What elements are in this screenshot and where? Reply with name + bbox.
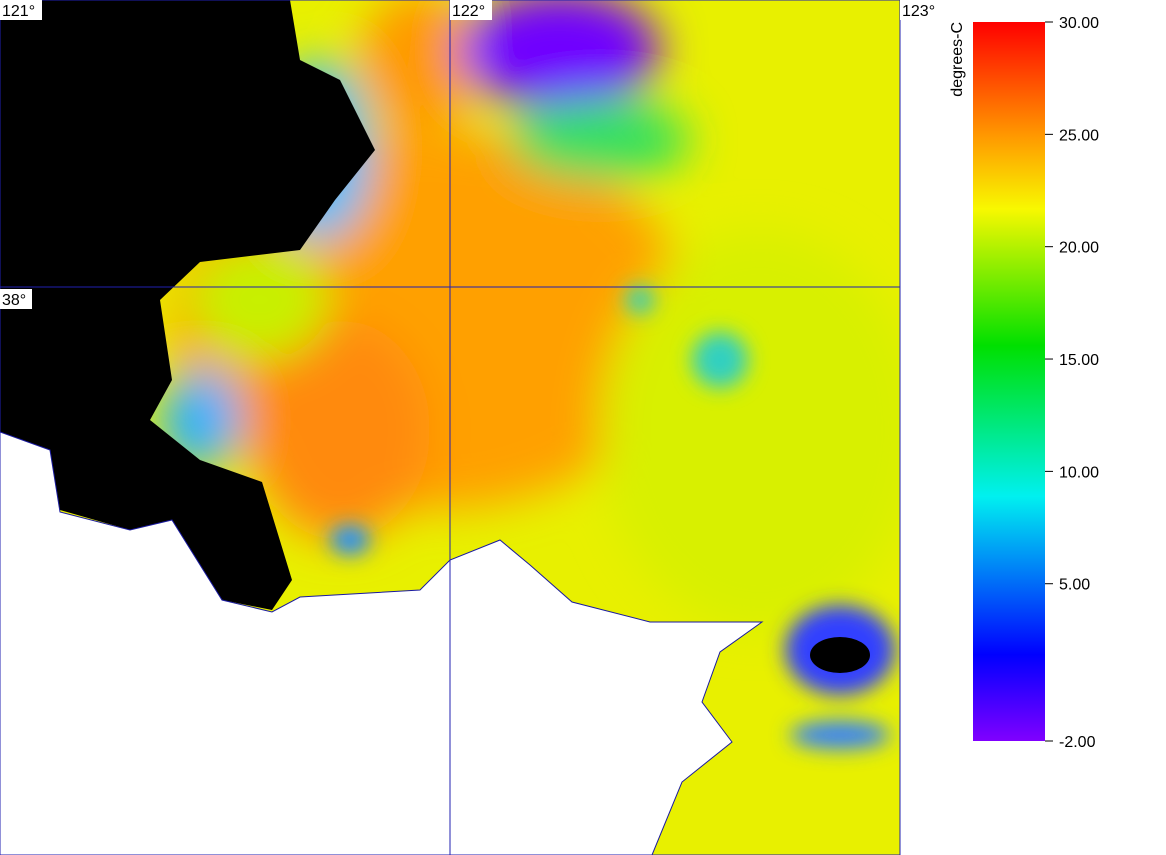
- colorbar-label: degrees-C: [949, 22, 966, 97]
- land-no-data: [0, 0, 375, 610]
- colorbar-tick-label: 25.00: [1059, 127, 1099, 144]
- colorbar-tick-label: 5.00: [1059, 577, 1090, 594]
- label-bg: [900, 0, 944, 20]
- label-bg: [0, 0, 42, 20]
- lon-label: 122°: [452, 3, 485, 20]
- map-frame: [0, 0, 901, 855]
- lat-label: 38°: [2, 292, 26, 309]
- colorbar-tick-label: 15.00: [1059, 352, 1099, 369]
- label-bg: [0, 289, 32, 309]
- colorbar-tick-label: 30.00: [1059, 15, 1099, 32]
- colorbar-tick-label: -2.00: [1059, 734, 1096, 751]
- lon-label: 121°: [2, 3, 35, 20]
- sst-field: [0, 0, 900, 855]
- lon-label: 123°: [902, 3, 935, 20]
- colorbar-tick-label: 20.00: [1059, 240, 1099, 257]
- colorbar-tick-label: 10.00: [1059, 464, 1099, 481]
- label-bg: [450, 0, 492, 20]
- land: [0, 431, 764, 855]
- colorbar: [973, 22, 1045, 741]
